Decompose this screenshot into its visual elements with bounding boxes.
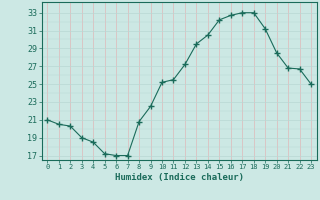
X-axis label: Humidex (Indice chaleur): Humidex (Indice chaleur) bbox=[115, 173, 244, 182]
